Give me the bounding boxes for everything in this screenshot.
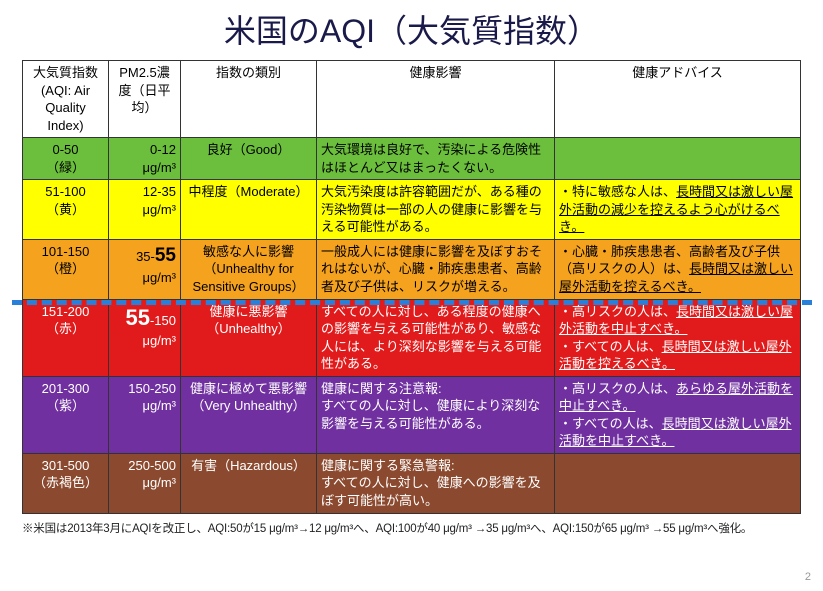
table-row: 51-100（黄）12-35μg/m³中程度（Moderate）大気汚染度は許容… [23,180,801,240]
cell-health: 大気汚染度は許容範囲だが、ある種の汚染物質は一部の人の健康に影響を与える可能性が… [317,180,555,240]
cell-advice: ・高リスクの人は、あらゆる屋外活動を中止すべき。・すべての人は、長時間又は激しい… [555,376,801,453]
cell-pm: 55-150μg/m³ [109,299,181,376]
cell-advice [555,138,801,180]
cell-aqi: 0-50（緑） [23,138,109,180]
table-header: 大気質指数 (AQI: Air Quality Index) PM2.5濃度（日… [23,61,801,138]
footnote: ※米国は2013年3月にAQIを改正し、AQI:50が15 μg/m³→12 μ… [22,520,823,536]
cell-pm: 0-12μg/m³ [109,138,181,180]
col-header-advice: 健康アドバイス [555,61,801,138]
cell-advice: ・高リスクの人は、長時間又は激しい屋外活動を中止すべき。・すべての人は、長時間又… [555,299,801,376]
cell-health: すべての人に対し、ある程度の健康への影響を与える可能性があり、敏感な人には、より… [317,299,555,376]
table-row: 201-300（紫）150-250μg/m³健康に極めて悪影響（Very Unh… [23,376,801,453]
cell-category: 有害（Hazardous） [181,453,317,513]
cell-pm: 250-500μg/m³ [109,453,181,513]
cell-advice: ・心臓・肺疾患患者、高齢者及び子供（高リスクの人）は、長時間又は激しい屋外活動を… [555,239,801,299]
cell-category: 良好（Good） [181,138,317,180]
aqi-table: 大気質指数 (AQI: Air Quality Index) PM2.5濃度（日… [22,60,801,514]
cell-pm: 150-250μg/m³ [109,376,181,453]
col-header-health: 健康影響 [317,61,555,138]
table-row: 0-50（緑）0-12μg/m³良好（Good）大気環境は良好で、汚染による危険… [23,138,801,180]
cell-aqi: 301-500（赤褐色） [23,453,109,513]
cell-health: 大気環境は良好で、汚染による危険性はほとんど又はまったくない。 [317,138,555,180]
col-header-cat: 指数の類別 [181,61,317,138]
cell-category: 中程度（Moderate） [181,180,317,240]
cell-category: 敏感な人に影響（Unhealthy for Sensitive Groups） [181,239,317,299]
table-body: 0-50（緑）0-12μg/m³良好（Good）大気環境は良好で、汚染による危険… [23,138,801,513]
cell-health: 健康に関する緊急警報:すべての人に対し、健康への影響を及ぼす可能性が高い。 [317,453,555,513]
cell-advice: ・特に敏感な人は、長時間又は激しい屋外活動の減少を控えるよう心がけるべき。 [555,180,801,240]
cell-health: 健康に関する注意報:すべての人に対し、健康により深刻な影響を与える可能性がある。 [317,376,555,453]
col-header-pm: PM2.5濃度（日平均） [109,61,181,138]
cell-aqi: 201-300（紫） [23,376,109,453]
cell-advice [555,453,801,513]
cell-pm: 35-55μg/m³ [109,239,181,299]
cell-health: 一般成人には健康に影響を及ぼすおそれはないが、心臓・肺疾患患者、高齢者及び子供は… [317,239,555,299]
cell-aqi: 51-100（黄） [23,180,109,240]
col-header-aqi: 大気質指数 (AQI: Air Quality Index) [23,61,109,138]
table-row: 101-150（橙）35-55μg/m³敏感な人に影響（Unhealthy fo… [23,239,801,299]
page-number: 2 [805,571,811,583]
cell-pm: 12-35μg/m³ [109,180,181,240]
cell-aqi: 151-200（赤） [23,299,109,376]
table-row: 151-200（赤）55-150μg/m³健康に悪影響（Unhealthy）すべ… [23,299,801,376]
cell-category: 健康に極めて悪影響（Very Unhealthy） [181,376,317,453]
table-row: 301-500（赤褐色）250-500μg/m³有害（Hazardous）健康に… [23,453,801,513]
cell-category: 健康に悪影響（Unhealthy） [181,299,317,376]
cell-aqi: 101-150（橙） [23,239,109,299]
page-title: 米国のAQI（大気質指数） [0,0,823,60]
threshold-divider [12,300,812,305]
